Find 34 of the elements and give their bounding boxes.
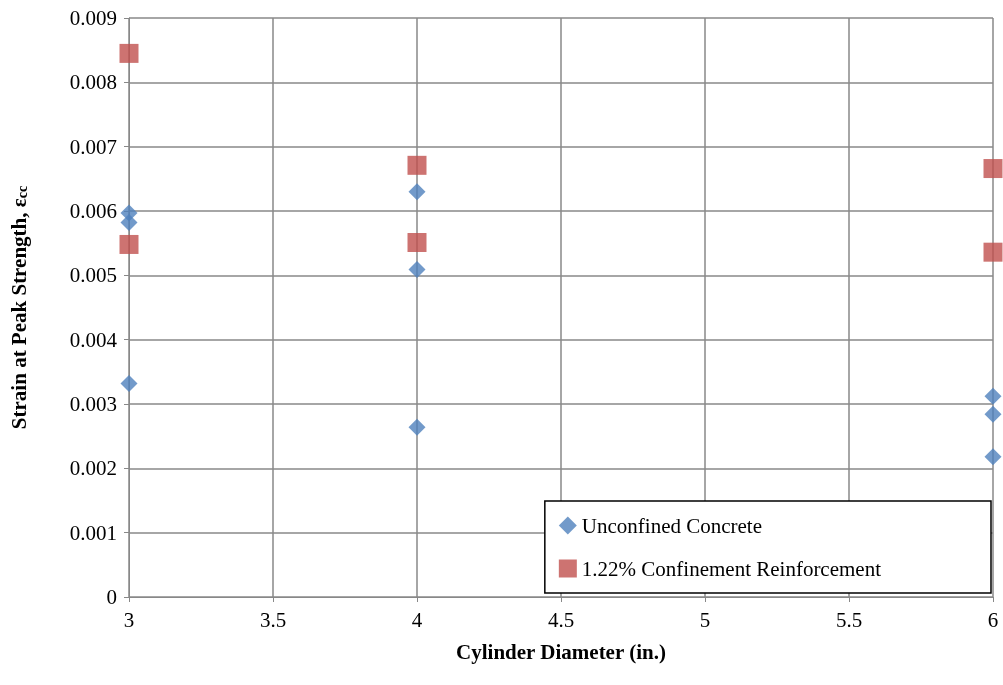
y-tick-label: 0.001 [69, 520, 117, 545]
y-tick-label: 0.008 [69, 70, 117, 95]
x-tick-label: 5 [699, 607, 711, 632]
x-tick-label: 4 [411, 607, 423, 632]
point [407, 233, 427, 253]
point [120, 214, 138, 232]
x-tick-label: 4.5 [547, 607, 575, 632]
point [408, 418, 426, 436]
y-tick-label: 0.009 [69, 6, 117, 30]
point [984, 405, 1002, 423]
point [120, 374, 138, 392]
x-tick-label: 5.5 [835, 607, 863, 632]
y-tick-label: 0.004 [69, 327, 118, 352]
point [984, 387, 1002, 405]
point [408, 183, 426, 201]
point [408, 261, 426, 279]
legend-label: Unconfined Concrete [581, 513, 763, 538]
x-tick-label: 3 [123, 607, 135, 632]
point [984, 448, 1002, 466]
x-tick-label: 3.5 [259, 607, 287, 632]
y-tick-label: 0.007 [69, 134, 117, 159]
y-tick-label: 0.003 [69, 392, 117, 416]
point [983, 159, 1003, 179]
point [119, 234, 139, 254]
point [407, 155, 427, 175]
point [119, 43, 139, 63]
y-tick-label: 0 [106, 585, 117, 609]
y-tick-label: 0.006 [69, 199, 117, 223]
point [983, 242, 1003, 262]
x-axis-title: Cylinder Diameter (in.) [456, 639, 666, 664]
y-tick-label: 0.002 [69, 456, 117, 481]
y-tick-label: 0.005 [69, 263, 117, 288]
legend-label: 1.22% Confinement Reinforcement [581, 556, 882, 581]
x-tick-label: 6 [987, 607, 999, 632]
